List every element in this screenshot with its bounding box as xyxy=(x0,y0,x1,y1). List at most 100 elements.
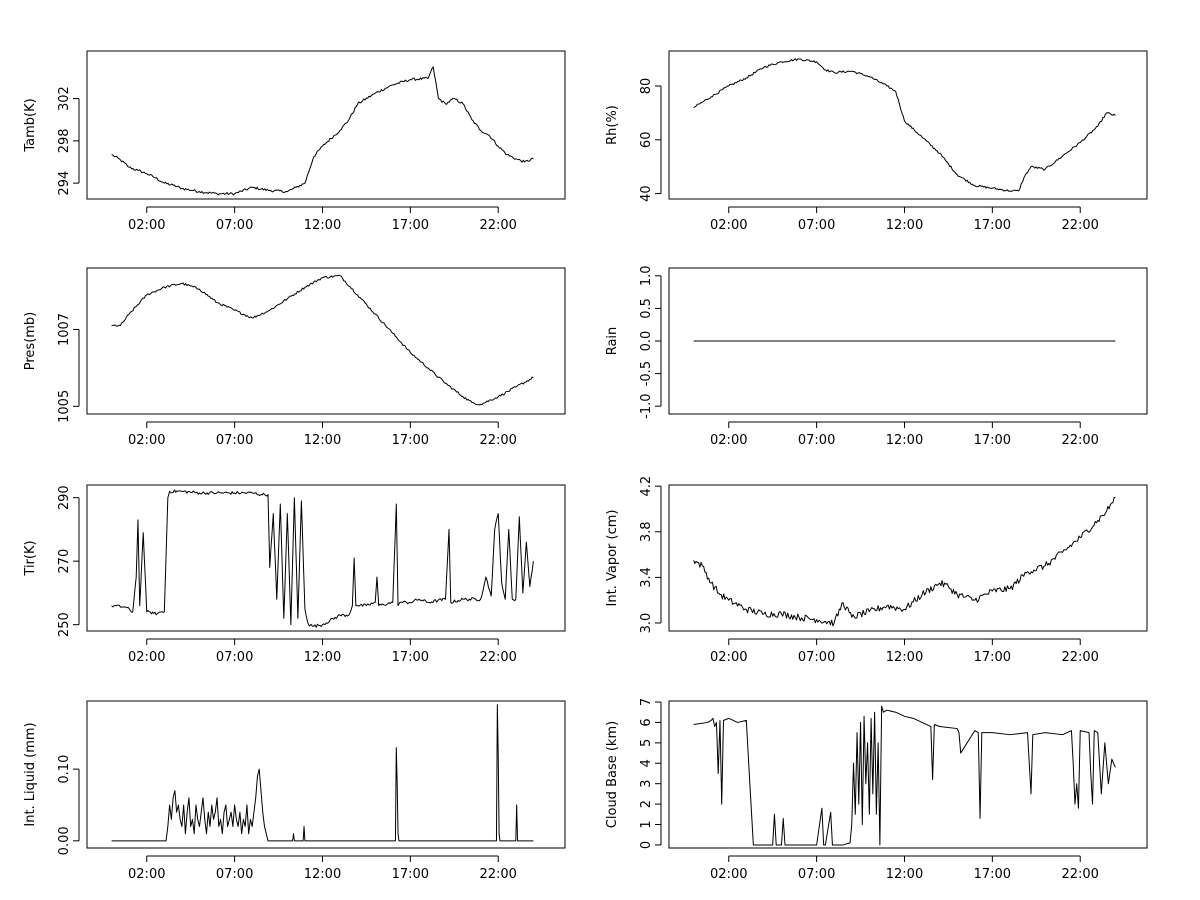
tamb-x-tick-label: 12:00 xyxy=(304,218,341,233)
panel-rh: 02:00 07:00 12:00 17:00 22:00 40 60 80 Rh(%) xyxy=(605,50,1148,233)
cloudbase-x-tick-label: 12:00 xyxy=(886,867,923,882)
pres-x-tick-label: 12:00 xyxy=(304,433,341,448)
liquid-x-tick-label: 02:00 xyxy=(128,867,165,882)
rain-y-axis-label: Rain xyxy=(605,327,620,356)
tir-y-tick-label: 290 xyxy=(57,485,72,510)
vapor-x-tick-label: 17:00 xyxy=(974,650,1011,665)
rh-series-line xyxy=(693,58,1116,193)
rh-y-tick-label: 80 xyxy=(639,78,654,95)
rh-y-tick-label: 60 xyxy=(639,132,654,149)
cloudbase-y-tick-label: 1 xyxy=(639,820,654,828)
rh-x-tick-label: 12:00 xyxy=(886,218,923,233)
cloudbase-y-tick-label: 0 xyxy=(639,841,654,849)
rain-plot-frame xyxy=(668,267,1148,415)
rh-y-tick-label: 40 xyxy=(639,185,654,202)
liquid-x-tick-label: 12:00 xyxy=(304,867,341,882)
vapor-y-tick-label: 3.0 xyxy=(639,613,654,634)
panel-tir: 02:00 07:00 12:00 17:00 22:00 250 270 290 Tir(K) xyxy=(23,484,566,665)
rain-x-tick-label: 22:00 xyxy=(1061,433,1098,448)
vapor-x-tick-label: 02:00 xyxy=(710,650,747,665)
pres-y-tick-label: 1007 xyxy=(57,313,72,346)
cloudbase-y-tick-label: 7 xyxy=(639,698,654,706)
vapor-y-tick-label: 3.4 xyxy=(639,567,654,588)
rain-x-tick-label: 12:00 xyxy=(886,433,923,448)
panel-liquid: 02:00 07:00 12:00 17:00 22:00 0.00 0.10 Int. Li… xyxy=(23,700,566,882)
rain-y-tick-label: 0.0 xyxy=(639,331,654,352)
cloudbase-y-tick-label: 4 xyxy=(639,759,654,767)
liquid-x-tick-label: 17:00 xyxy=(392,867,429,882)
rain-y-tick-label: -0.5 xyxy=(639,361,654,386)
pres-plot-frame xyxy=(86,267,566,415)
tamb-plot-frame xyxy=(86,50,566,200)
rain-y-tick-label: -1.0 xyxy=(639,393,654,418)
vapor-y-tick-label: 4.2 xyxy=(639,476,654,497)
tir-x-tick-label: 22:00 xyxy=(479,650,516,665)
tir-y-axis-label: Tir(K) xyxy=(23,540,38,576)
cloudbase-y-tick-label: 5 xyxy=(639,739,654,747)
panel-tamb: 02:00 07:00 12:00 17:00 22:00 294 298 302 Tamb(K… xyxy=(23,50,566,233)
tamb-y-tick-label: 294 xyxy=(57,171,72,196)
rain-y-tick-label: 0.5 xyxy=(639,298,654,319)
liquid-y-tick-label: 0.00 xyxy=(57,826,72,855)
tir-x-tick-label: 02:00 xyxy=(128,650,165,665)
tir-y-tick-label: 250 xyxy=(57,612,72,637)
cloudbase-y-tick-label: 2 xyxy=(639,800,654,808)
rh-plot-frame xyxy=(668,50,1148,200)
liquid-y-tick-label: 0.10 xyxy=(57,755,72,784)
tamb-y-tick-label: 298 xyxy=(57,128,72,153)
tamb-x-tick-label: 17:00 xyxy=(392,218,429,233)
liquid-plot-frame xyxy=(86,700,566,849)
rain-x-tick-label: 07:00 xyxy=(798,433,835,448)
vapor-x-tick-label: 12:00 xyxy=(886,650,923,665)
pres-series-line xyxy=(111,274,534,406)
cloudbase-series-line xyxy=(693,705,1116,846)
rh-x-tick-label: 02:00 xyxy=(710,218,747,233)
cloudbase-plot-frame xyxy=(668,700,1148,849)
cloudbase-y-tick-label: 3 xyxy=(639,780,654,788)
rain-x-tick-label: 02:00 xyxy=(710,433,747,448)
cloudbase-x-tick-label: 07:00 xyxy=(798,867,835,882)
rh-y-axis-label: Rh(%) xyxy=(605,105,620,145)
rh-x-tick-label: 07:00 xyxy=(798,218,835,233)
tamb-x-tick-label: 02:00 xyxy=(128,218,165,233)
pres-x-tick-label: 02:00 xyxy=(128,433,165,448)
vapor-y-axis-label: Int. Vapor (cm) xyxy=(605,510,620,607)
panel-pres: 02:00 07:00 12:00 17:00 22:00 1005 1007 Pres(mb… xyxy=(23,267,566,448)
tir-plot-frame xyxy=(86,484,566,632)
tir-y-tick-label: 270 xyxy=(57,549,72,574)
cloudbase-x-tick-label: 17:00 xyxy=(974,867,1011,882)
pres-x-tick-label: 17:00 xyxy=(392,433,429,448)
rain-x-tick-label: 17:00 xyxy=(974,433,1011,448)
vapor-y-tick-label: 3.8 xyxy=(639,521,654,542)
liquid-x-tick-label: 07:00 xyxy=(216,867,253,882)
vapor-x-tick-label: 07:00 xyxy=(798,650,835,665)
liquid-series-line xyxy=(111,704,534,842)
tamb-x-tick-label: 07:00 xyxy=(216,218,253,233)
panel-cloudbase: 02:00 07:00 12:00 17:00 22:00 0 1 2 3 4 5 6 7 Cloud B… xyxy=(605,698,1148,882)
pres-x-tick-label: 07:00 xyxy=(216,433,253,448)
tir-x-tick-label: 17:00 xyxy=(392,650,429,665)
pres-y-tick-label: 1005 xyxy=(57,390,72,423)
cloudbase-x-tick-label: 02:00 xyxy=(710,867,747,882)
vapor-plot-frame xyxy=(668,484,1148,632)
vapor-series-line xyxy=(693,496,1116,627)
rain-y-tick-label: 1.0 xyxy=(639,265,654,286)
liquid-y-axis-label: Int. Liquid (mm) xyxy=(23,722,38,826)
rh-x-tick-label: 22:00 xyxy=(1061,218,1098,233)
panel-vapor: 02:00 07:00 12:00 17:00 22:00 3.0 3.4 3.8 4.2 Int… xyxy=(605,476,1148,665)
tir-x-tick-label: 07:00 xyxy=(216,650,253,665)
liquid-x-tick-label: 22:00 xyxy=(479,867,516,882)
pres-y-axis-label: Pres(mb) xyxy=(23,312,38,371)
panel-rain: 02:00 07:00 12:00 17:00 22:00 -1.0 -0.5 0.0 0.5 1… xyxy=(605,265,1148,448)
tamb-y-tick-label: 302 xyxy=(57,86,72,111)
tamb-y-axis-label: Tamb(K) xyxy=(23,98,38,152)
tamb-series-line xyxy=(111,66,534,196)
pres-x-tick-label: 22:00 xyxy=(479,433,516,448)
cloudbase-y-axis-label: Cloud Base (km) xyxy=(605,721,620,828)
vapor-x-tick-label: 22:00 xyxy=(1061,650,1098,665)
tamb-x-tick-label: 22:00 xyxy=(479,218,516,233)
tir-x-tick-label: 12:00 xyxy=(304,650,341,665)
cloudbase-x-tick-label: 22:00 xyxy=(1061,867,1098,882)
cloudbase-y-tick-label: 6 xyxy=(639,718,654,726)
